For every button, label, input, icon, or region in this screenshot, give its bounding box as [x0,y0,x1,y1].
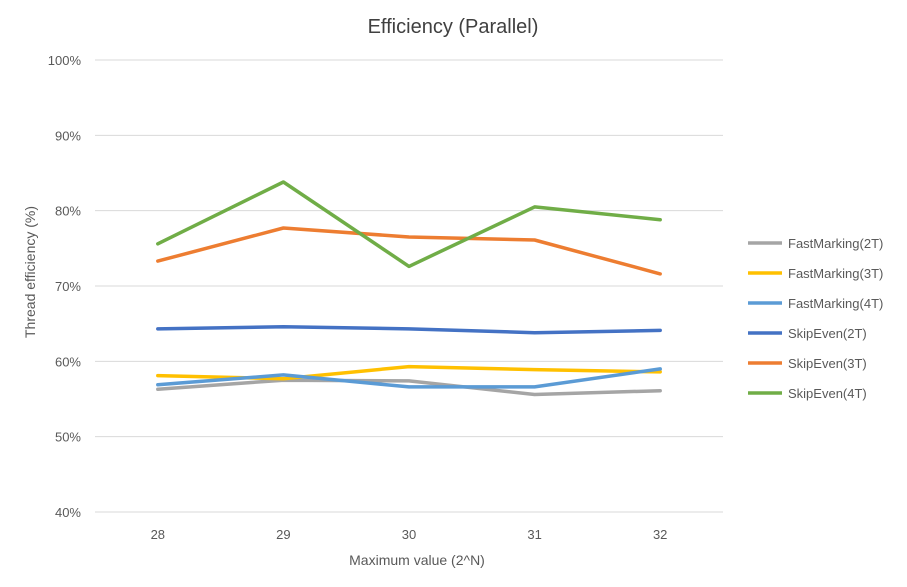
legend-label-skipeven-2t: SkipEven(2T) [788,326,867,341]
legend-label-fastmarking-4t: FastMarking(4T) [788,296,883,311]
y-tick-label: 100% [48,53,82,68]
series-line-fastmarking-2t [156,378,662,397]
series-lines [156,180,662,397]
legend-label-fastmarking-3t: FastMarking(3T) [788,266,883,281]
x-tick-label: 29 [276,527,290,542]
y-tick-label: 80% [55,204,81,219]
y-tick-label: 60% [55,354,81,369]
series-line-fastmarking-3t [156,364,662,381]
series-line-skipeven-2t [156,324,662,335]
gridlines [95,59,723,513]
legend-label-fastmarking-2t: FastMarking(2T) [788,236,883,251]
y-axis-ticks: 40% 50% 60% 70% 80% 90% 100% [48,53,82,520]
legend: FastMarking(2T) FastMarking(3T) FastMarkin… [748,236,883,401]
series-line-skipeven-3t [156,226,662,276]
x-tick-label: 30 [402,527,416,542]
legend-label-skipeven-3t: SkipEven(3T) [788,356,867,371]
y-tick-label: 70% [55,279,81,294]
series-line-fastmarking-4t [156,367,662,389]
y-tick-label: 90% [55,128,81,143]
y-tick-label: 50% [55,430,81,445]
x-tick-label: 32 [653,527,667,542]
x-axis-ticks: 28 29 30 31 32 [151,527,668,542]
x-tick-label: 28 [151,527,165,542]
y-tick-label: 40% [55,505,81,520]
chart-title: Efficiency (Parallel) [368,16,539,38]
x-tick-label: 31 [527,527,541,542]
series-line-skipeven-4t [156,180,662,269]
legend-label-skipeven-4t: SkipEven(4T) [788,386,867,401]
x-axis-label: Maximum value (2^N) [349,552,485,568]
y-axis-label: Thread efficiency (%) [22,206,38,338]
